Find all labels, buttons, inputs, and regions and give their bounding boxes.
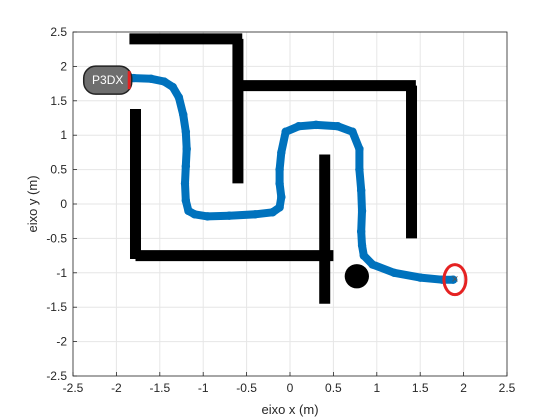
y-tick-label: 2.5	[50, 25, 67, 39]
trajectory-point	[203, 212, 212, 221]
trajectory-point	[180, 179, 190, 188]
y-tick-label: -1.5	[46, 300, 67, 314]
x-tick-label: -1.5	[149, 381, 170, 395]
trajectory-point	[368, 260, 377, 269]
robot-front	[127, 71, 131, 90]
trajectory-point	[389, 268, 399, 277]
trajectory-point	[225, 211, 234, 220]
x-axis-ticks: -2.5 -2 -1.5 -1 -0.5 0 0.5 1 1.5 2 2.5	[63, 372, 516, 395]
trajectory-point	[181, 161, 191, 171]
trajectory-point	[181, 196, 191, 205]
trajectory-point	[356, 186, 366, 195]
trajectory-point	[416, 273, 425, 282]
trajectory-point	[294, 122, 303, 131]
x-tick-label: 2	[460, 381, 467, 395]
robot-label: P3DX	[92, 73, 123, 87]
trajectory-point	[268, 208, 277, 217]
y-tick-label: 0.5	[50, 163, 67, 177]
trajectory-point	[281, 127, 290, 136]
trajectory-point	[174, 93, 184, 102]
x-tick-label: 1	[373, 381, 380, 395]
trajectory-point	[359, 251, 368, 260]
walls	[129, 33, 418, 304]
trajectory-point	[448, 275, 458, 284]
trajectory-point	[275, 165, 284, 174]
y-tick-label: 2	[60, 59, 67, 73]
y-tick-label: -2.5	[46, 369, 67, 383]
trajectory-point	[181, 127, 191, 136]
x-tick-label: 0	[287, 381, 294, 395]
y-tick-label: 0	[60, 197, 67, 211]
y-tick-label: 1.5	[50, 94, 67, 108]
y-tick-label: -2	[56, 335, 67, 349]
trajectory-point	[355, 165, 364, 174]
y-axis-ticks: -2.5 -2 -1.5 -1 -0.5 0 0.5 1 1.5 2 2.5	[46, 25, 77, 383]
trajectory-point	[311, 120, 321, 130]
x-axis-label: eixo x (m)	[261, 402, 318, 417]
trajectory-line	[121, 74, 458, 284]
x-tick-label: 0.5	[325, 381, 342, 395]
trajectory-point	[251, 210, 260, 219]
x-tick-label: -1	[198, 381, 209, 395]
trajectory-point	[146, 74, 156, 83]
x-tick-label: -2.5	[63, 381, 84, 395]
robot-trajectory	[120, 73, 458, 284]
goal-ring	[442, 263, 468, 297]
trajectory-point	[277, 148, 286, 157]
trajectory-point	[159, 77, 169, 86]
y-tick-label: 1	[60, 128, 67, 142]
trajectory-point	[179, 110, 188, 119]
trajectory-point	[348, 127, 357, 136]
y-tick-label: -1	[56, 266, 67, 280]
obstacle	[344, 264, 369, 289]
goal-x-marker: ×	[451, 274, 459, 285]
x-tick-label: -2	[111, 381, 122, 395]
trajectory-point	[356, 227, 366, 236]
goal-marker: ×	[442, 263, 468, 297]
x-tick-label: 2.5	[499, 381, 516, 395]
trajectory-point	[275, 203, 284, 212]
trajectory-point	[275, 179, 284, 188]
trajectory-point	[333, 122, 342, 131]
robot: P3DX	[82, 65, 133, 95]
robot-body	[82, 65, 133, 95]
trajectory-point	[168, 82, 178, 92]
trajectory-point	[357, 241, 367, 250]
trajectory-point	[182, 144, 191, 154]
trajectory-point	[355, 144, 364, 154]
y-axis-label: eixo y (m)	[25, 175, 40, 232]
x-tick-label: -0.5	[236, 381, 257, 395]
y-tick-label: -0.5	[46, 231, 67, 245]
trajectory-point	[277, 192, 286, 202]
trajectory-point	[190, 210, 199, 219]
x-tick-label: 1.5	[412, 381, 429, 395]
trajectory-point	[357, 206, 367, 216]
